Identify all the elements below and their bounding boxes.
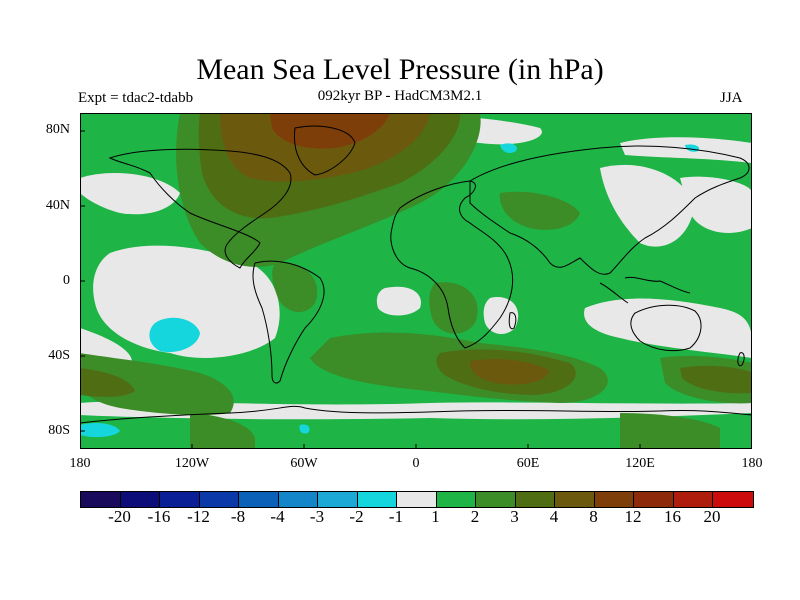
colorbar-box [357, 492, 397, 507]
lat-label-40s: 40S [48, 348, 70, 363]
lat-label-0: 0 [63, 273, 70, 288]
plot-subtitle: 092kyr BP - HadCM3M2.1 [317, 88, 483, 104]
colorbar-box [594, 492, 634, 507]
lat-label-80s: 80S [48, 423, 70, 438]
plot-title: Mean Sea Level Pressure (in hPa) [196, 53, 604, 86]
colorbar-box [634, 492, 674, 507]
colorbar-label: 1 [431, 507, 440, 526]
colorbar-label: -2 [349, 507, 364, 526]
lon-label-120w: 120W [174, 456, 210, 471]
colorbar-box [239, 492, 279, 507]
colorbar-box [673, 492, 713, 507]
neg-light-regions [80, 143, 700, 438]
lat-label-40n: 40N [45, 198, 70, 213]
colorbar-label: -20 [108, 507, 131, 526]
colorbar-box [278, 492, 318, 507]
axis-ticks [80, 130, 752, 449]
colorbar-label: -4 [270, 507, 285, 526]
colorbar-label: 4 [549, 507, 559, 526]
season-label: JJA [720, 90, 743, 106]
colorbar-label: 12 [624, 507, 642, 526]
lon-label-180w: 180 [69, 456, 91, 471]
colorbar-label: -16 [147, 507, 171, 526]
colorbar-box [81, 492, 121, 507]
lon-label-180e: 180 [741, 456, 763, 471]
colorbar-box [397, 492, 437, 507]
colorbar-label: -1 [388, 507, 404, 526]
pressure-map [80, 113, 752, 449]
colorbar-box [555, 492, 595, 507]
lat-label-80n: 80N [45, 122, 70, 137]
colorbar-box [199, 492, 239, 507]
colorbar-label: 8 [589, 507, 598, 526]
colorbar-label: 2 [470, 507, 480, 526]
pos-12-regions [270, 113, 390, 149]
colorbar-label: 20 [703, 507, 721, 526]
coastlines [80, 125, 752, 424]
experiment-label: Expt = tdac2-tdabb [78, 90, 194, 106]
colorbar-box [436, 492, 476, 507]
colorbar-box [713, 492, 753, 507]
colorbar-label: -8 [230, 507, 246, 526]
lon-label-120e: 120E [625, 456, 655, 471]
lon-label-60e: 60E [516, 456, 540, 471]
lon-label-60w: 60W [290, 456, 318, 471]
colorbar-label: 16 [664, 507, 681, 526]
colorbar-label: 3 [510, 507, 519, 526]
colorbar-box [318, 492, 358, 507]
colorbar-box [120, 492, 160, 507]
colorbar-box [160, 492, 200, 507]
lon-label-0: 0 [412, 456, 420, 471]
colorbar-box [476, 492, 516, 507]
colorbar-label: -3 [309, 507, 325, 526]
colorbar-label: -12 [187, 507, 210, 526]
colorbar-box [515, 492, 555, 507]
colorbar [80, 491, 754, 508]
